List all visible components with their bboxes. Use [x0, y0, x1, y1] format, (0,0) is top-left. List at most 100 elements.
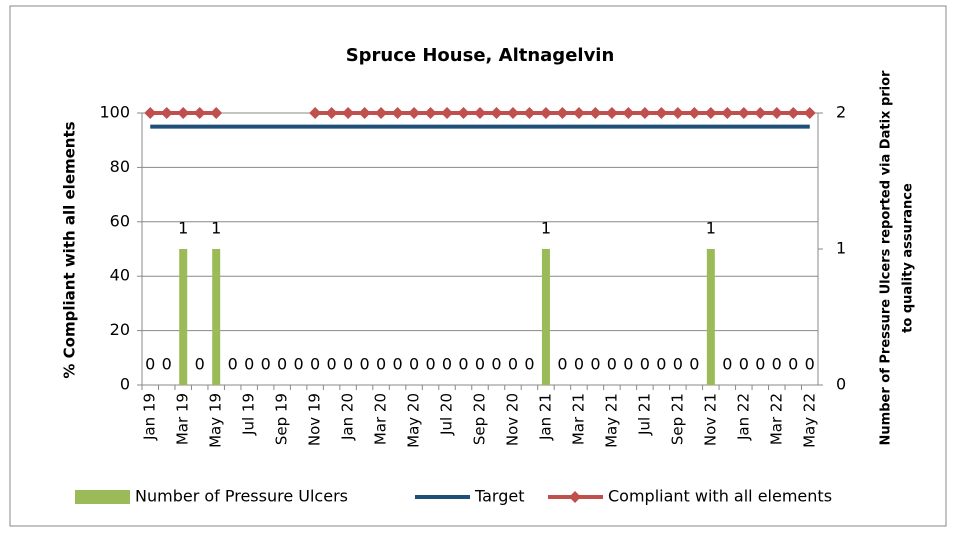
y-tick-label: 20 [110, 320, 130, 339]
marker [474, 107, 486, 119]
legend-label: Number of Pressure Ulcers [135, 487, 348, 506]
x-tick-label: May 21 [602, 393, 620, 448]
legend-swatch [75, 490, 130, 504]
data-label: 0 [310, 355, 320, 374]
data-label: 0 [524, 355, 534, 374]
marker [605, 107, 618, 119]
data-label: 0 [739, 355, 749, 374]
marker [688, 107, 701, 119]
data-label: 0 [244, 355, 254, 374]
marker [787, 107, 800, 119]
data-label: 1 [178, 219, 188, 238]
x-tick-label: Mar 21 [569, 393, 587, 445]
x-tick-label: May 19 [207, 393, 225, 448]
y-axis-title: % Compliant with all elements [61, 121, 79, 378]
data-label: 0 [772, 355, 782, 374]
x-tick-label: May 22 [800, 393, 818, 448]
marker [193, 107, 206, 119]
marker [754, 107, 767, 119]
x-tick-label: Jul 19 [240, 393, 258, 436]
bar [179, 249, 188, 385]
marker [737, 107, 750, 119]
marker [556, 107, 569, 119]
data-label: 1 [211, 219, 221, 238]
bar [541, 249, 550, 385]
x-tick-label: Nov 21 [701, 393, 719, 446]
data-label: 0 [475, 355, 485, 374]
x-tick-label: Sep 19 [273, 393, 291, 445]
marker [309, 107, 322, 119]
data-label: 0 [162, 355, 172, 374]
x-tick-label: Mar 22 [767, 393, 785, 445]
marker [342, 107, 355, 119]
marker [721, 107, 734, 119]
data-label: 1 [541, 219, 551, 238]
data-label: 0 [788, 355, 798, 374]
data-label: 0 [508, 355, 518, 374]
data-label: 0 [574, 355, 584, 374]
marker [572, 107, 585, 119]
marker [803, 107, 816, 119]
x-tick-label: May 20 [405, 393, 423, 448]
data-label: 0 [145, 355, 155, 374]
marker [638, 107, 651, 119]
data-label: 1 [706, 219, 716, 238]
data-label: 0 [640, 355, 650, 374]
marker [160, 107, 173, 119]
data-label: 0 [673, 355, 683, 374]
y-tick-label: 60 [110, 211, 130, 230]
marker [144, 107, 157, 119]
data-label: 0 [195, 355, 205, 374]
x-tick-label: Jan 22 [734, 393, 752, 441]
x-tick-label: Nov 20 [503, 393, 521, 446]
marker [424, 107, 437, 119]
data-label: 0 [376, 355, 386, 374]
x-tick-label: Sep 21 [668, 393, 686, 445]
marker [457, 107, 470, 119]
y2-axis-title: to quality assurance [901, 183, 916, 333]
marker [490, 107, 503, 119]
y-tick-label: 0 [120, 375, 130, 394]
y-tick-label: 100 [99, 103, 130, 122]
x-tick-label: Jan 19 [141, 393, 159, 441]
marker [704, 107, 717, 119]
data-label: 0 [294, 355, 304, 374]
data-label: 0 [491, 355, 501, 374]
legend-label: Target [474, 487, 525, 506]
data-label: 0 [409, 355, 419, 374]
marker [622, 107, 635, 119]
marker [375, 107, 388, 119]
x-tick-label: Jan 20 [339, 393, 357, 441]
marker [539, 107, 552, 119]
data-label: 0 [458, 355, 468, 374]
marker [506, 107, 519, 119]
data-label: 0 [228, 355, 238, 374]
chart-title: Spruce House, Altnagelvin [346, 45, 615, 66]
data-label: 0 [327, 355, 337, 374]
marker [177, 107, 190, 119]
data-label: 0 [277, 355, 287, 374]
data-label: 0 [805, 355, 815, 374]
marker [770, 107, 783, 119]
y-tick-label: 40 [110, 266, 130, 285]
data-label: 0 [392, 355, 402, 374]
x-tick-label: Jul 20 [438, 393, 456, 436]
y2-tick-label: 1 [836, 239, 846, 258]
data-label: 0 [607, 355, 617, 374]
y-tick-label: 80 [110, 157, 130, 176]
y2-tick-label: 0 [836, 375, 846, 394]
marker [441, 107, 454, 119]
bar [706, 249, 715, 385]
data-label: 0 [359, 355, 369, 374]
data-label: 0 [590, 355, 600, 374]
data-label: 0 [755, 355, 765, 374]
data-label: 0 [261, 355, 271, 374]
marker [523, 107, 536, 119]
marker [589, 107, 602, 119]
x-tick-label: Sep 20 [471, 393, 489, 445]
marker [671, 107, 684, 119]
marker [325, 107, 338, 119]
chart-border [9, 5, 947, 527]
y2-axis-title: Number of Pressure Ulcers reported via D… [879, 70, 894, 446]
